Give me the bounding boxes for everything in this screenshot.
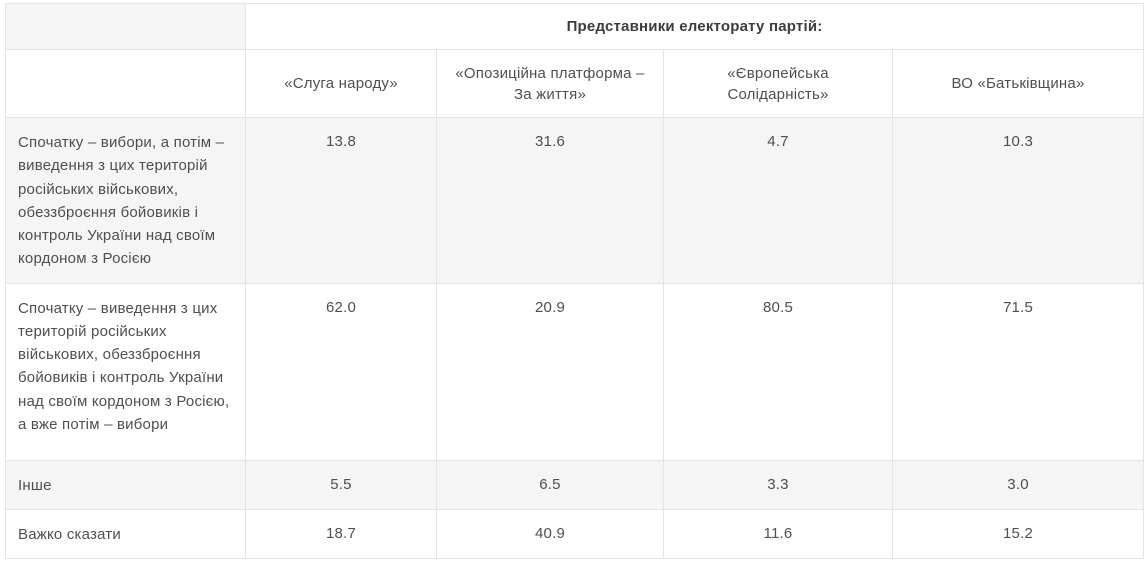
value-cell: 3.3 xyxy=(663,459,893,510)
row-label: Інше xyxy=(5,459,246,510)
value-cell: 13.8 xyxy=(245,117,437,284)
blank-header-cell xyxy=(5,49,246,118)
header-row-title: Представники електорату партій: xyxy=(5,3,1145,50)
value-cell: 40.9 xyxy=(436,508,664,560)
value-cell: 71.5 xyxy=(891,282,1145,461)
table-row: Інше 5.5 6.5 3.3 3.0 xyxy=(5,459,1145,510)
value-cell: 5.5 xyxy=(245,459,437,510)
column-header-sluga-narodu: «Слуга народу» xyxy=(245,49,437,118)
value-cell: 6.5 xyxy=(436,459,664,510)
value-cell: 3.0 xyxy=(891,459,1145,510)
row-label: Важко сказати xyxy=(5,508,246,560)
value-cell: 80.5 xyxy=(663,282,893,461)
value-cell: 10.3 xyxy=(891,117,1145,284)
table-row: Важко сказати 18.7 40.9 11.6 15.2 xyxy=(5,508,1145,560)
header-row-columns: «Слуга народу» «Опозиційна платформа – З… xyxy=(5,49,1145,118)
row-label: Спочатку – виведення з цих територій рос… xyxy=(5,282,246,461)
table-row: Спочатку – виведення з цих територій рос… xyxy=(5,282,1145,461)
corner-cell xyxy=(5,3,246,50)
value-cell: 31.6 xyxy=(436,117,664,284)
column-header-yevropeiska-solidarnist: «Європейська Солідарність» xyxy=(663,49,893,118)
row-label: Спочатку – вибори, а потім – виведення з… xyxy=(5,117,246,284)
column-header-batkivshchyna: ВО «Батьківщина» xyxy=(891,49,1145,118)
value-cell: 15.2 xyxy=(891,508,1145,560)
value-cell: 62.0 xyxy=(245,282,437,461)
value-cell: 18.7 xyxy=(245,508,437,560)
value-cell: 11.6 xyxy=(663,508,893,560)
value-cell: 20.9 xyxy=(436,282,664,461)
column-header-opozytsiina-platforma: «Опозиційна платформа – За життя» xyxy=(436,49,664,118)
electorate-table: Представники електорату партій: «Слуга н… xyxy=(5,3,1145,560)
table-row: Спочатку – вибори, а потім – виведення з… xyxy=(5,117,1145,284)
value-cell: 4.7 xyxy=(663,117,893,284)
table-title: Представники електорату партій: xyxy=(244,3,1145,50)
